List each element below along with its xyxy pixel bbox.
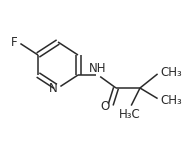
Text: N: N <box>49 82 58 94</box>
Text: O: O <box>101 101 110 113</box>
Text: NH: NH <box>89 62 107 75</box>
Text: H₃C: H₃C <box>119 108 141 121</box>
Text: F: F <box>11 36 18 49</box>
Text: CH₃: CH₃ <box>160 66 182 78</box>
Text: CH₃: CH₃ <box>160 93 182 107</box>
